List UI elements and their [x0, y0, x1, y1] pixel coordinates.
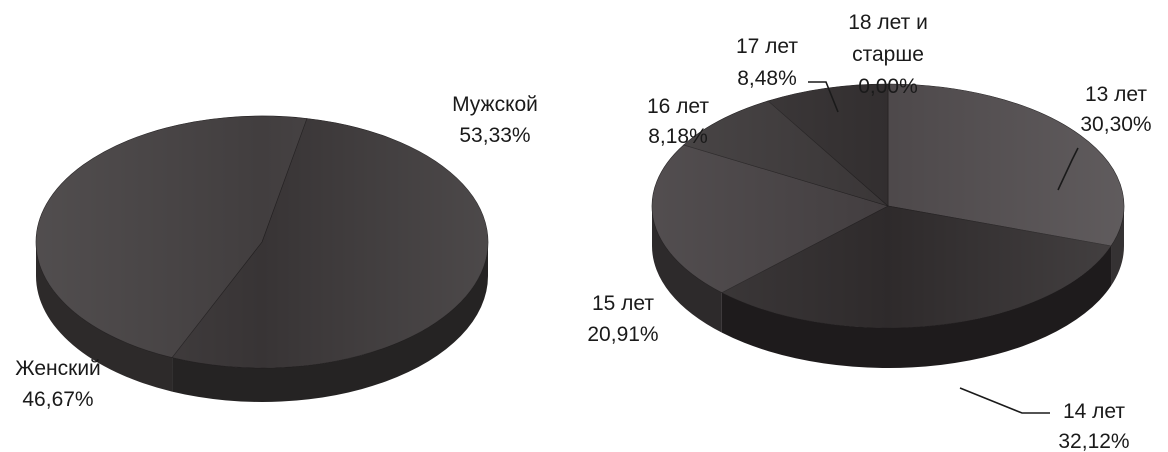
- leader-line-17: [808, 81, 839, 113]
- gender-pie-chart: [35, 115, 489, 402]
- pie1-side-0: [172, 242, 488, 402]
- pie2-label-17: 17 лет: [736, 35, 798, 58]
- pie1-label-female: Женский: [15, 357, 101, 380]
- pie1-sides: [36, 242, 488, 402]
- pie1-value-female: 46,67%: [22, 388, 93, 411]
- pie2-sheen: [652, 84, 1124, 328]
- pie2-value-18: 0,00%: [858, 75, 918, 98]
- pie2-value-15: 20,91%: [587, 323, 658, 346]
- pie2-value-16: 8,18%: [648, 125, 708, 148]
- pie2-label-18-line1: 18 лет и: [848, 11, 928, 34]
- pie1-sheen: [36, 116, 488, 368]
- pie2-sides: [652, 206, 1124, 369]
- pie2-side-2: [652, 206, 722, 333]
- pie2-label-16: 16 лет: [647, 95, 709, 118]
- leader-line-14: [959, 387, 1050, 414]
- pie2-label-15: 15 лет: [592, 292, 654, 315]
- pie2-side-1: [721, 245, 1112, 369]
- pie1-label-male: Мужской: [452, 93, 538, 116]
- pie2-value-17: 8,48%: [737, 67, 797, 90]
- pie1-value-male: 53,33%: [459, 124, 530, 147]
- age-pie-chart: [651, 83, 1125, 369]
- pie2-label-13: 13 лет: [1085, 83, 1147, 106]
- pie1-side-1: [36, 242, 173, 392]
- pie2-value-13: 30,30%: [1080, 113, 1151, 136]
- pie2-side-0: [1111, 206, 1124, 286]
- pie2-value-14: 32,12%: [1058, 430, 1129, 452]
- leader-line-13: [1057, 147, 1079, 191]
- pie2-label-18-line2: старше: [852, 43, 924, 66]
- pie2-label-14: 14 лет: [1063, 400, 1125, 423]
